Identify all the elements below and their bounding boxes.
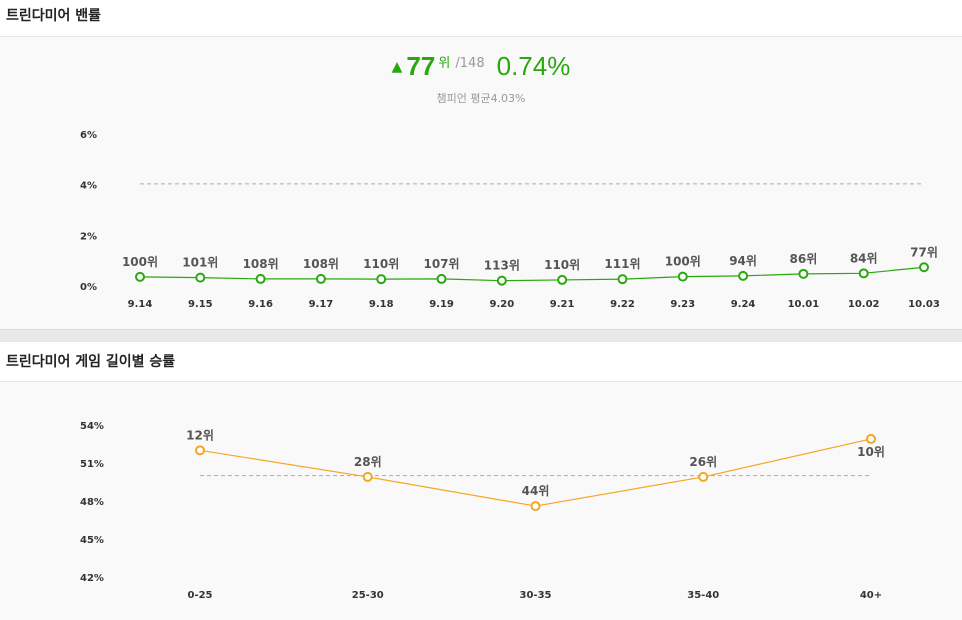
- x-tick-label: 9.18: [369, 299, 394, 310]
- data-label: 113위: [484, 259, 520, 273]
- data-point: [858, 268, 869, 279]
- data-label: 108위: [243, 257, 279, 271]
- data-point: [496, 275, 507, 286]
- y-tick-label: 45%: [80, 535, 104, 546]
- data-label: 84위: [850, 251, 878, 265]
- data-label: 108위: [303, 257, 339, 271]
- y-tick-label: 6%: [80, 130, 97, 141]
- y-tick-label: 54%: [80, 421, 104, 432]
- y-tick-label: 42%: [80, 573, 104, 584]
- y-tick-label: 2%: [80, 231, 97, 242]
- x-tick-label: 9.20: [490, 299, 515, 310]
- rank-total: /148: [455, 56, 485, 71]
- data-point: [255, 273, 266, 284]
- data-point: [798, 268, 809, 279]
- x-tick-label: 9.14: [128, 299, 153, 310]
- data-label: 86위: [790, 252, 818, 266]
- ban-rate-chart: 6% 4% 2% 0% 100위 101위 108위 108위 110위 107위 113위 110위…: [80, 130, 940, 310]
- x-tick-label: 9.16: [248, 299, 273, 310]
- data-label: 110위: [544, 258, 580, 272]
- data-point: [919, 262, 929, 273]
- x-tick-label: 9.21: [550, 299, 575, 310]
- data-point: [195, 445, 205, 456]
- section-title-ban-rate: 트린다미어 밴률: [0, 0, 962, 37]
- x-tick-label: 10.01: [788, 299, 820, 310]
- ban-rate-panel: 6% 4% 2% 0% 100위 101위 108위 108위 110위 107위 113위 110위…: [0, 37, 962, 329]
- data-point: [362, 471, 373, 482]
- data-label: 100위: [122, 255, 158, 269]
- data-label: 111위: [604, 257, 640, 271]
- data-label: 94위: [729, 254, 757, 268]
- data-label: 26위: [689, 455, 717, 469]
- data-label: 101위: [182, 256, 218, 270]
- x-tick-label: 9.19: [429, 299, 454, 310]
- x-tick-label: 9.22: [610, 299, 635, 310]
- data-point: [530, 501, 541, 512]
- ban-rate-summary: ▲ 77 위 /148 0.74%: [0, 51, 962, 82]
- data-point: [557, 274, 568, 285]
- section-title-win-rate-by-length: 트린다미어 게임 길이별 승률: [0, 341, 962, 382]
- data-point: [617, 274, 628, 285]
- win-rate-by-length-chart: 54% 51% 48% 45% 42% 12위 28위 44위 26위 10위 0-25 25-30 3…: [80, 421, 885, 601]
- x-tick-label: 9.15: [188, 299, 213, 310]
- win-rate-panel: 54% 51% 48% 45% 42% 12위 28위 44위 26위 10위 0-25 25-30 3…: [0, 382, 962, 620]
- rank-up-icon: ▲: [391, 59, 403, 75]
- y-tick-label: 48%: [80, 497, 104, 508]
- data-label: 77위: [910, 245, 938, 259]
- data-point: [677, 271, 688, 282]
- data-label: 107위: [423, 257, 459, 271]
- rank-unit: 위: [438, 56, 451, 71]
- ban-rate-percent: 0.74%: [496, 51, 571, 81]
- data-point: [436, 273, 447, 284]
- x-tick-label: 9.17: [309, 299, 334, 310]
- data-point: [135, 271, 145, 282]
- x-tick-label: 30-35: [520, 590, 552, 601]
- data-label: 28위: [354, 455, 382, 469]
- data-label: 110위: [363, 257, 399, 271]
- data-point: [698, 471, 709, 482]
- data-point: [376, 274, 387, 285]
- y-tick-label: 4%: [80, 181, 97, 192]
- x-tick-label: 35-40: [687, 590, 719, 601]
- x-tick-label: 10.03: [908, 299, 940, 310]
- x-tick-label: 0-25: [187, 590, 212, 601]
- data-point: [738, 270, 749, 281]
- data-label: 100위: [665, 255, 701, 269]
- x-tick-label: 25-30: [352, 590, 384, 601]
- current-rank: 77: [406, 51, 436, 81]
- data-label: 12위: [186, 428, 214, 442]
- data-point: [866, 433, 876, 444]
- x-tick-label: 9.23: [670, 299, 695, 310]
- data-label: 10위: [857, 445, 885, 459]
- data-label: 44위: [522, 484, 550, 498]
- section-divider: [0, 329, 962, 341]
- champion-average: 챔피언 평균4.03%: [436, 92, 526, 105]
- x-tick-label: 9.24: [731, 299, 756, 310]
- series-line: [139, 266, 925, 282]
- data-point: [315, 273, 326, 284]
- y-tick-label: 0%: [80, 282, 97, 293]
- y-tick-label: 51%: [80, 459, 104, 470]
- x-tick-label: 10.02: [848, 299, 880, 310]
- x-tick-label: 40+: [860, 590, 882, 601]
- data-point: [195, 272, 206, 283]
